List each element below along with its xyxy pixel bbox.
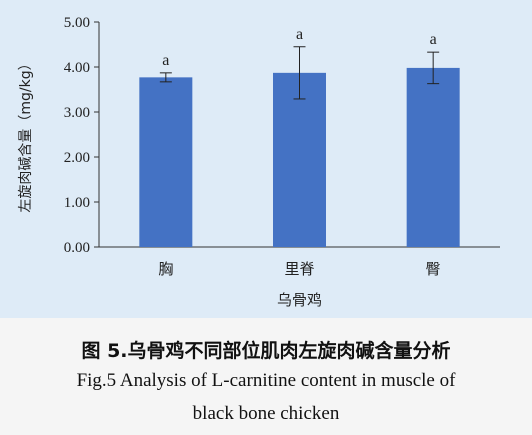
y-tick-label: 0.00 — [64, 240, 90, 256]
x-tick-label: 胸 — [158, 260, 173, 278]
significance-label: a — [162, 52, 169, 69]
caption-english-line1: Fig.5 Analysis of L-carnitine content in… — [76, 370, 456, 391]
y-tick-label: 1.00 — [64, 195, 90, 211]
y-tick-label: 4.00 — [64, 60, 90, 76]
y-tick-label: 2.00 — [64, 150, 90, 166]
x-axis-title: 乌骨鸡 — [277, 291, 322, 309]
y-tick-label: 5.00 — [64, 15, 90, 31]
caption-chinese: 图 5.乌骨鸡不同部位肌肉左旋肉碱含量分析 — [81, 340, 451, 362]
x-tick-label: 里脊 — [284, 260, 314, 278]
significance-label: a — [296, 26, 303, 43]
caption-english-line2: black bone chicken — [192, 403, 340, 424]
significance-label: a — [430, 31, 437, 48]
x-tick-label: 臀 — [426, 260, 441, 278]
bar — [139, 77, 193, 247]
bar — [406, 67, 460, 248]
y-tick-label: 3.00 — [64, 105, 90, 121]
bar — [273, 72, 326, 247]
y-axis-title: 左旋肉碱含量（mg/kg） — [18, 56, 34, 212]
chart-panel: 0.00 1.00 2.00 3.00 4.00 5.00 a 胸 a 里脊 a 臀乌骨鸡 左旋肉碱含量… — [0, 0, 532, 318]
